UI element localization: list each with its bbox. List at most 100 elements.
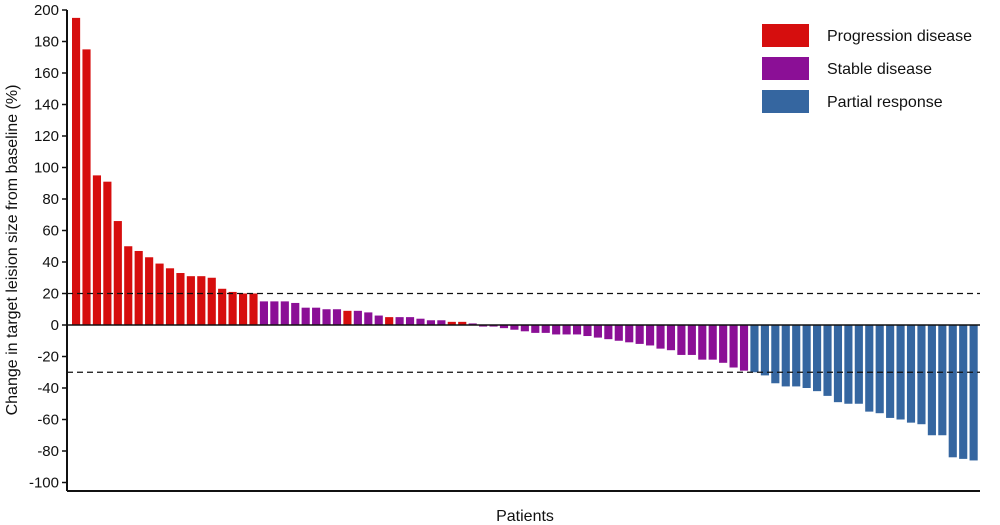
bar [145, 257, 154, 325]
y-tick-label: 20 [42, 286, 59, 303]
bar [113, 221, 122, 325]
bar [280, 301, 289, 326]
y-tick-label: 200 [34, 2, 59, 19]
bar [865, 325, 874, 412]
bar [176, 273, 185, 325]
bar [906, 325, 916, 423]
legend-swatch [762, 57, 809, 80]
bar [72, 17, 81, 326]
bar [405, 317, 415, 326]
bar [771, 325, 780, 384]
y-tick-label: 100 [34, 160, 59, 177]
x-axis-title: Patients [496, 508, 554, 525]
bar [635, 325, 644, 344]
bar [687, 325, 696, 355]
bar [625, 325, 634, 343]
bar [813, 325, 822, 392]
bar [353, 310, 362, 325]
bar [426, 320, 435, 325]
bar [416, 318, 425, 325]
bar [781, 325, 790, 387]
bar [458, 321, 467, 325]
bar [886, 325, 895, 418]
bar [395, 317, 404, 326]
bar [854, 325, 863, 404]
bar [959, 325, 968, 459]
y-tick-label: -80 [37, 443, 59, 460]
legend: Progression disease Stable disease Partial… [762, 24, 972, 113]
bar [270, 301, 279, 326]
bar [228, 291, 237, 325]
reference-lines [67, 292, 980, 373]
bar [614, 325, 623, 341]
bar [698, 325, 707, 360]
bar [218, 288, 227, 325]
y-tick-label: 60 [42, 223, 59, 240]
bar [729, 325, 738, 368]
bar [802, 325, 811, 388]
y-tick-label: 120 [34, 128, 59, 145]
bar [124, 246, 133, 325]
bar [437, 320, 446, 325]
bar [291, 302, 300, 325]
bar [385, 317, 394, 326]
bar [552, 325, 561, 335]
bars-layer [72, 17, 978, 461]
bar [875, 325, 884, 414]
legend-label: Stable disease [827, 61, 932, 78]
bar [165, 268, 175, 325]
y-tick-label: -40 [37, 380, 59, 397]
bar [677, 325, 686, 355]
y-tick-label: 80 [42, 191, 59, 208]
bar [447, 321, 456, 325]
bar [792, 325, 801, 387]
bar [948, 325, 957, 458]
bar [823, 325, 832, 396]
legend-label: Progression disease [827, 28, 972, 45]
bar [134, 250, 143, 325]
bar [374, 315, 383, 325]
bar [938, 325, 947, 436]
legend-swatch [762, 90, 809, 113]
bar [364, 312, 373, 325]
bar [343, 310, 352, 325]
bar [207, 277, 216, 325]
bar [666, 325, 676, 351]
bar [646, 325, 655, 346]
bar [510, 325, 519, 330]
bar [708, 325, 717, 360]
legend-swatch [762, 24, 809, 47]
bar [760, 325, 769, 376]
bar [750, 325, 759, 373]
y-tick-label: 0 [51, 317, 59, 334]
bar [969, 325, 978, 461]
bar [604, 325, 613, 340]
bar [739, 325, 749, 371]
bar [833, 325, 843, 403]
y-tick-label: 160 [34, 65, 59, 82]
bar [249, 293, 258, 325]
bar [259, 301, 268, 326]
bar [927, 325, 936, 436]
bar [562, 325, 571, 335]
bar [312, 307, 321, 325]
bar [197, 276, 206, 325]
y-tick-label: 140 [34, 97, 59, 114]
bar [593, 325, 602, 338]
bar [322, 309, 331, 325]
bar [917, 325, 926, 425]
bar [656, 325, 665, 349]
y-axis-title: Change in target leision size from basel… [4, 85, 21, 416]
bar [82, 49, 91, 326]
bar [301, 307, 310, 325]
bar [531, 325, 540, 333]
bar [541, 325, 550, 333]
y-tick-label: -20 [37, 349, 59, 366]
bar [103, 181, 112, 325]
y-tick-label: -100 [29, 475, 59, 492]
bar [238, 293, 248, 325]
bar [844, 325, 853, 404]
bar [186, 276, 195, 325]
bar [332, 309, 342, 325]
